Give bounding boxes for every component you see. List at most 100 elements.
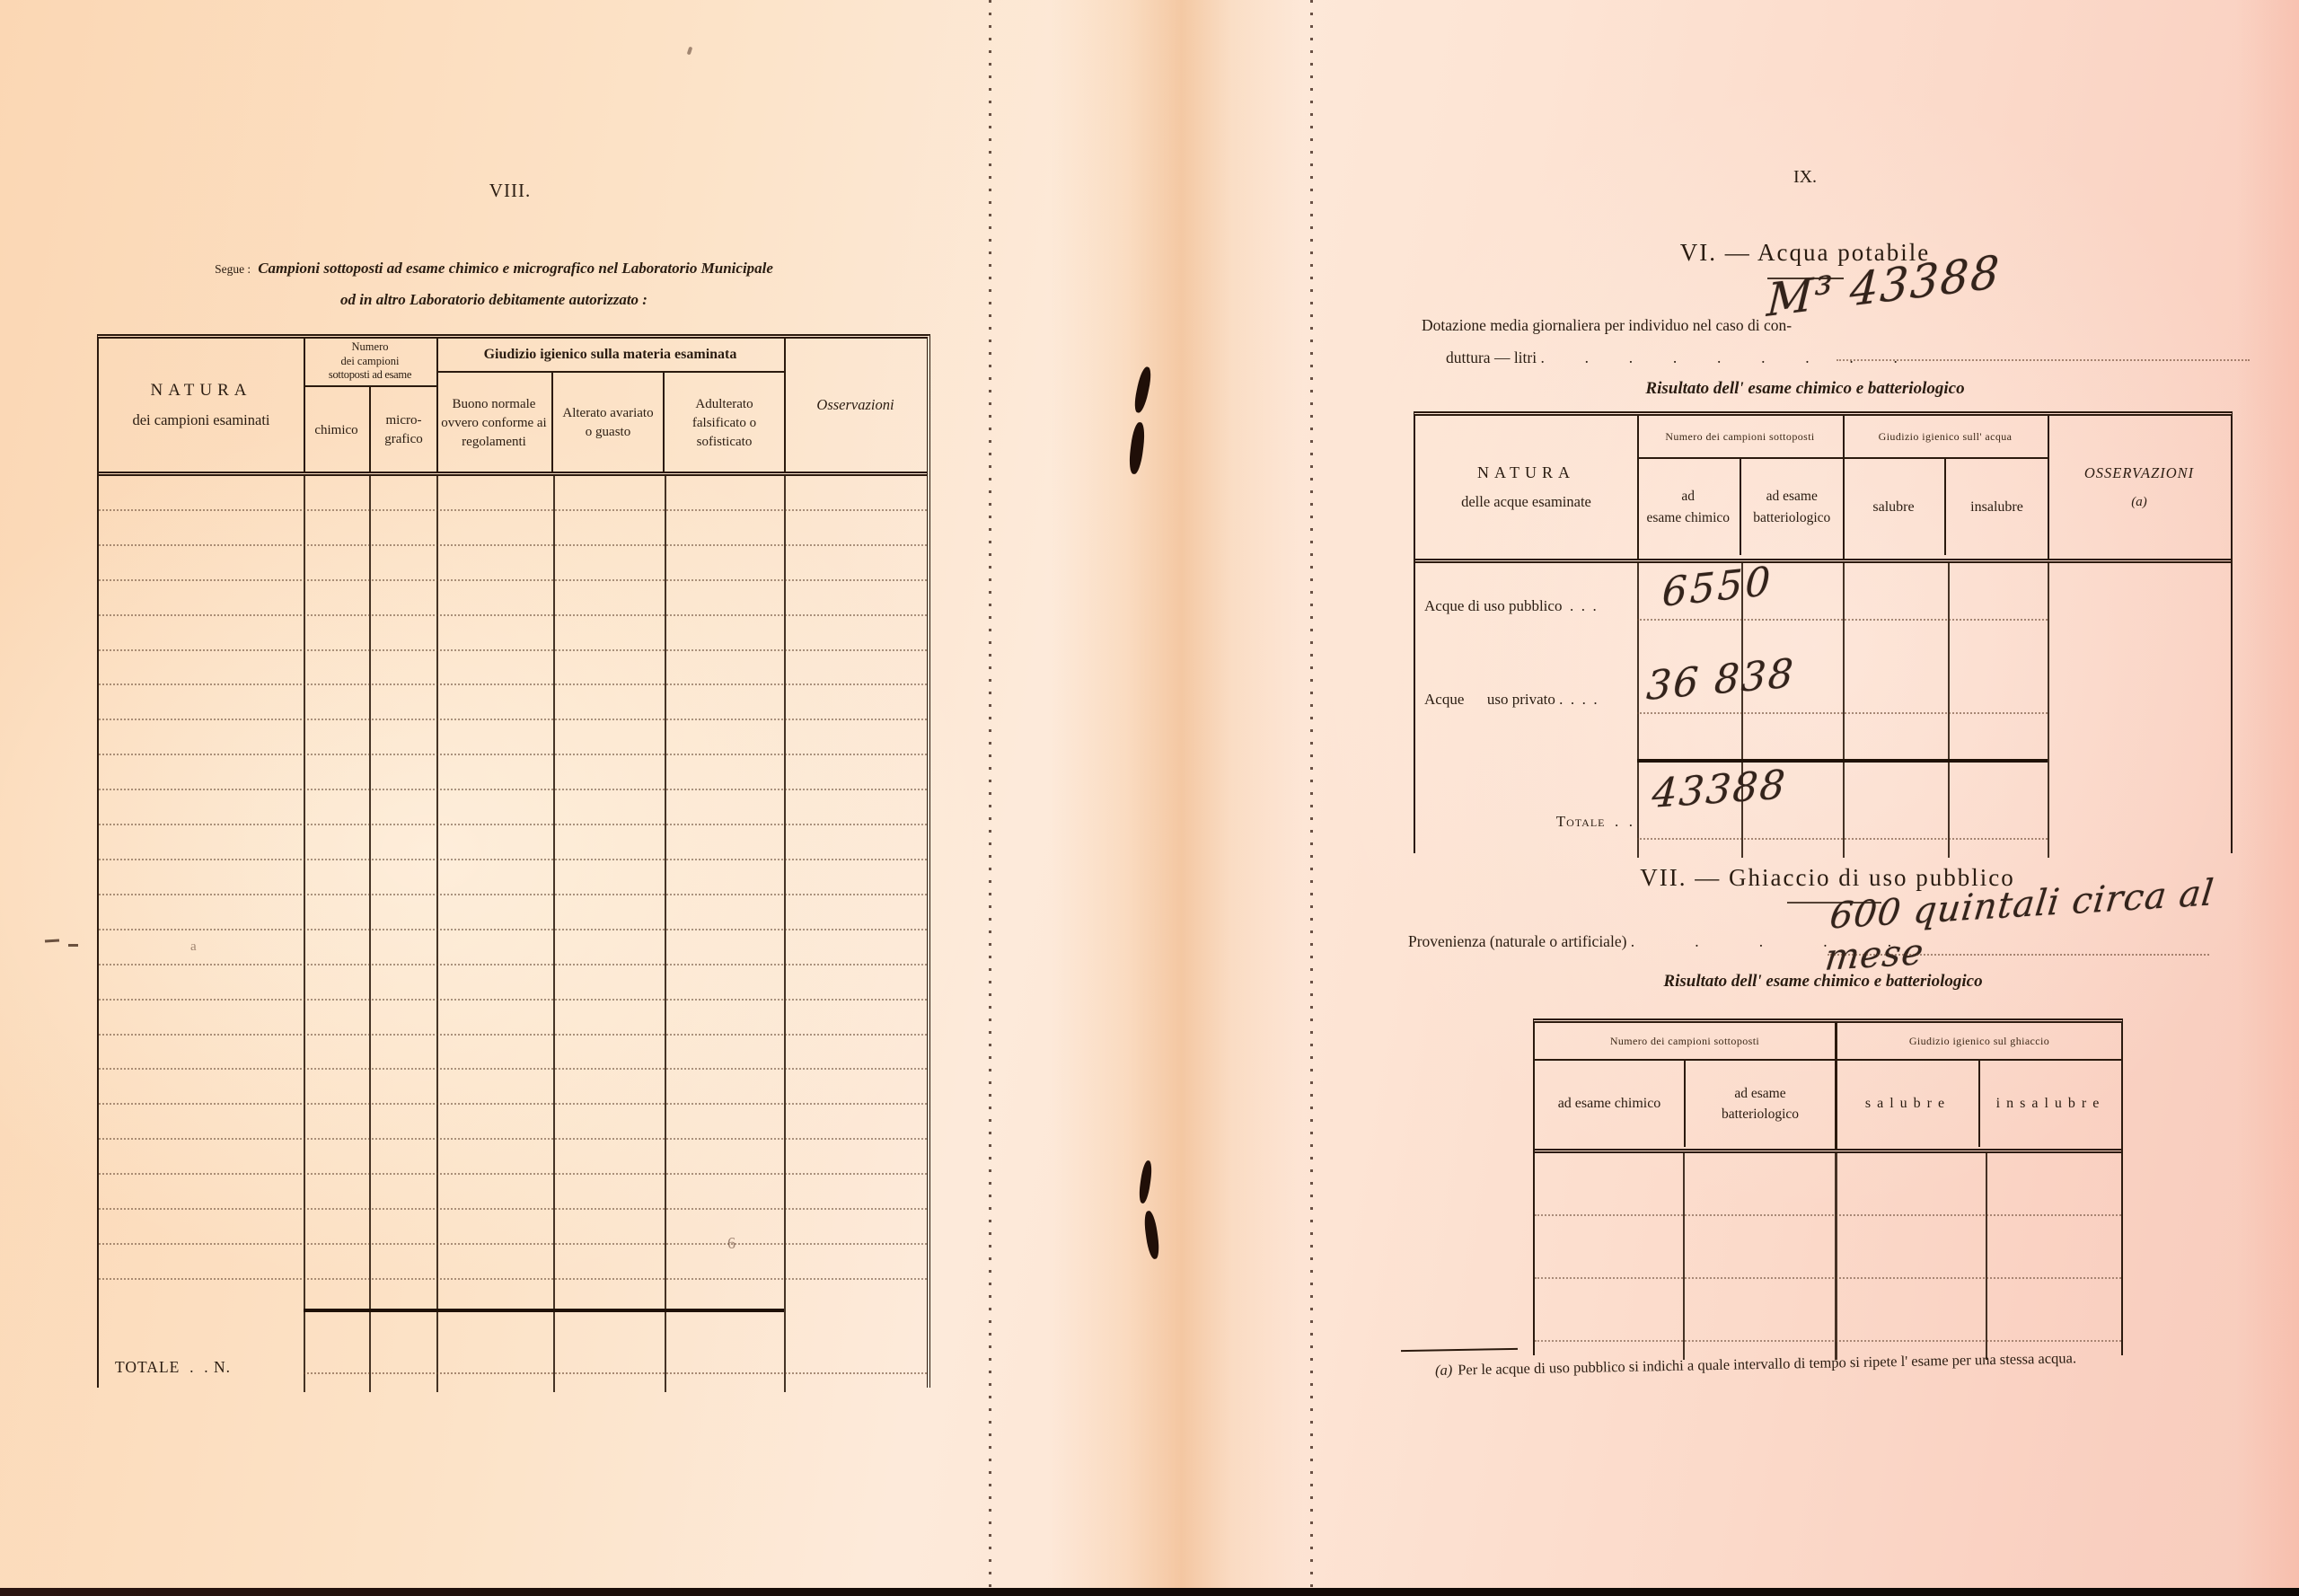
empty-rows — [99, 476, 927, 1280]
empty-table-row — [99, 1175, 927, 1211]
numero-line1: Numero — [351, 340, 389, 353]
total-separator-rule — [1637, 759, 2048, 763]
ink-speck: a — [190, 939, 197, 954]
natura-title: NATURA — [150, 381, 252, 400]
column-rule — [1986, 1153, 1987, 1360]
perforation-dots-right — [1310, 0, 1313, 1596]
left-total-label: TOTALE . . N. — [115, 1358, 231, 1376]
ink-speck — [686, 46, 693, 56]
left-samples-table: NATURA dei campioni esaminati Numero dei… — [97, 334, 930, 1392]
page-fold-shadow — [1051, 0, 1302, 1596]
col-chimico: chimico — [304, 387, 371, 473]
empty-table-row — [99, 755, 927, 791]
empty-table-row — [99, 860, 927, 895]
empty-table-row — [99, 790, 927, 826]
leader-dots: . . . . . — [1630, 932, 1892, 950]
empty-table-row — [99, 1210, 927, 1245]
giudizio-group-label: Giudizio igienico sull' acqua — [1843, 416, 2048, 459]
numero-group-label: Numero dei campioni sottoposti — [1535, 1023, 1835, 1061]
header-natura: NATURA dei campioni esaminati — [99, 339, 305, 472]
micro-line2: grafico — [384, 432, 423, 446]
leader-dots: . . . . . . . . . — [1540, 348, 1898, 366]
empty-rows — [1535, 1153, 2121, 1342]
col-buono: Buono normale ovvero conforme ai regolam… — [436, 373, 553, 473]
row-dotted-line — [1637, 712, 2048, 714]
col-salubre: salubre — [1837, 1061, 1980, 1147]
col-salubre: salubre — [1843, 459, 1946, 555]
column-rule — [784, 476, 786, 1392]
total-dotted-line — [304, 1372, 927, 1374]
micro-line1: micro- — [385, 413, 422, 428]
column-rule — [665, 476, 666, 1392]
col-esame-batteriologico: ad esame batteriologico — [1686, 1061, 1835, 1147]
row-dotted-line — [1637, 838, 2048, 840]
column-rule — [553, 476, 555, 1392]
col-osservazioni: Osservazioni — [816, 396, 894, 413]
col-esame-chimico: ad esame chimico — [1535, 1061, 1686, 1147]
col-osservazioni: OSSERVAZIONI (a) — [2048, 416, 2231, 559]
total-separator-rule — [304, 1309, 784, 1312]
empty-table-row — [99, 685, 927, 721]
column-rule — [2048, 563, 2049, 858]
section6-subtitle: Risultato dell' esame chimico e batterio… — [1645, 379, 1965, 398]
empty-table-row — [99, 1070, 927, 1106]
empty-table-row — [99, 895, 927, 930]
col-esame-chimico: ad esame chimico — [1637, 459, 1741, 555]
natura-title: NATURA — [1476, 463, 1575, 481]
provenienza-line: Provenienza (naturale o artificiale) . .… — [1408, 932, 1891, 951]
numero-group-label: Numero dei campioni sottoposti ad esame — [304, 339, 436, 387]
empty-table-row — [1535, 1153, 2121, 1216]
empty-table-row — [1535, 1216, 2121, 1279]
empty-table-row — [1535, 1279, 2121, 1342]
batteriologico-line1: ad esame — [1766, 489, 1818, 505]
column-rule — [304, 476, 305, 1392]
left-table-body: TOTALE . . N. — [99, 476, 927, 1392]
giudizio-group-label: Giudizio igienico sul ghiaccio — [1837, 1023, 2121, 1061]
empty-table-row — [99, 1105, 927, 1141]
header-group-numero: Numero dei campioni sottoposti ad esame … — [304, 339, 438, 473]
empty-table-row — [99, 476, 927, 511]
empty-table-row — [99, 966, 927, 1001]
empty-table-row — [99, 930, 927, 966]
col-alterato: Alterato avariato o guasto — [553, 373, 665, 473]
dotazione-line2: duttura — litri . . . . . . . . . — [1446, 348, 1898, 367]
header-group-numero: Numero dei campioni sottoposti ad esame … — [1637, 416, 1845, 559]
empty-table-row — [99, 1036, 927, 1071]
handwritten-value-privato: 36 838 — [1645, 650, 1797, 710]
intro-title: Campioni sottoposti ad esame chimico e m… — [258, 260, 773, 277]
left-table-header: NATURA dei campioni esaminati Numero dei… — [99, 339, 927, 476]
header-group-numero: Numero dei campioni sottoposti ad esame … — [1535, 1023, 1837, 1149]
water-table-header: NATURA delle acque esaminate Numero dei … — [1415, 416, 2231, 563]
header-group-giudizio: Giudizio igienico sulla materia esaminat… — [436, 339, 786, 473]
empty-table-row — [99, 511, 927, 546]
header-group-giudizio: Giudizio igienico sul ghiaccio salubre i… — [1837, 1023, 2121, 1149]
provenienza-dotted-line — [1828, 954, 2209, 956]
water-total-label: Totale . . — [1555, 813, 1634, 830]
empty-table-row — [99, 1001, 927, 1036]
row-label-acque-pubblico: Acque di uso pubblico . . . — [1424, 597, 1597, 614]
col-micrografico: micro- grafico — [371, 387, 436, 473]
column-rule — [1843, 563, 1845, 858]
footnote-marker: (a) — [1434, 1361, 1453, 1379]
batteriologico-line2: batteriologico — [1753, 509, 1831, 525]
header-group-giudizio: Giudizio igienico sull' acqua salubre in… — [1843, 416, 2049, 559]
section6-underline — [1767, 278, 1844, 279]
col-adulterato: Adulterato falsificato o sofisticato — [691, 396, 757, 449]
chimico-line2: esame chimico — [1646, 509, 1731, 525]
batteriologico-line2: batteriologico — [1721, 1107, 1800, 1122]
segue-label: Segue : — [215, 262, 251, 276]
col-esame-batteriologico: ad esame batteriologico — [1741, 459, 1844, 555]
numero-line3: sottoposti ad esame — [328, 368, 412, 382]
natura-subtitle: delle acque esaminate — [1461, 493, 1591, 510]
water-table-body: Acque di uso pubblico . . . 6550 Acque u… — [1415, 559, 2231, 858]
empty-table-row — [99, 546, 927, 581]
column-rule — [1637, 563, 1639, 858]
column-rule — [1741, 563, 1743, 858]
right-page-number: IX. — [1793, 167, 1818, 187]
dotazione-dotted-line — [1837, 359, 2250, 361]
chimico-line1: ad — [1681, 489, 1696, 505]
numero-group-label: Numero dei campioni sottoposti — [1637, 416, 1843, 459]
column-rule — [1835, 1153, 1837, 1360]
header-natura: NATURA delle acque esaminate — [1415, 416, 1639, 559]
